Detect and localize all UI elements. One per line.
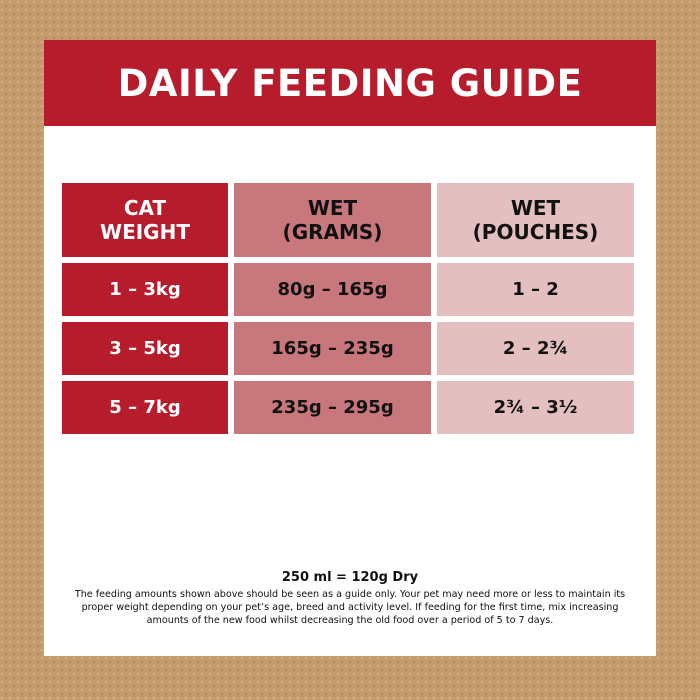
pouches-cell: 1 – 2: [437, 263, 634, 316]
table-row: 5 – 7kg 235g – 295g 2¾ – 3½: [62, 381, 634, 434]
grams-cell: 165g – 235g: [234, 322, 431, 375]
column-header-line: (GRAMS): [282, 220, 383, 244]
column-header-cat-weight: CAT WEIGHT: [62, 183, 228, 257]
column-header-line: (POUCHES): [472, 220, 599, 244]
column-header-line: WET: [307, 196, 358, 220]
weight-cell: 5 – 7kg: [62, 381, 228, 434]
weight-cell: 1 – 3kg: [62, 263, 228, 316]
table-header-row: CAT WEIGHT WET (GRAMS) WET (POUCHES): [62, 183, 634, 257]
column-header-wet-pouches: WET (POUCHES): [437, 183, 634, 257]
table-row: 1 – 3kg 80g – 165g 1 – 2: [62, 263, 634, 316]
feeding-disclaimer: The feeding amounts shown above should b…: [74, 589, 626, 626]
page-title: DAILY FEEDING GUIDE: [117, 61, 583, 105]
feeding-table: CAT WEIGHT WET (GRAMS) WET (POUCHES) 1 –…: [56, 177, 640, 440]
feeding-guide-card: DAILY FEEDING GUIDE CAT WEIGHT WET (GRAM…: [44, 40, 656, 656]
column-header-wet-grams: WET (GRAMS): [234, 183, 431, 257]
header-banner: DAILY FEEDING GUIDE: [44, 40, 656, 126]
table-row: 3 – 5kg 165g – 235g 2 – 2¾: [62, 322, 634, 375]
pouches-cell: 2 – 2¾: [437, 322, 634, 375]
pouches-cell: 2¾ – 3½: [437, 381, 634, 434]
weight-cell: 3 – 5kg: [62, 322, 228, 375]
grams-cell: 235g – 295g: [234, 381, 431, 434]
grams-cell: 80g – 165g: [234, 263, 431, 316]
column-header-line: WET: [510, 196, 561, 220]
column-header-line: CAT: [123, 196, 167, 220]
dry-conversion-text: 250 ml = 120g Dry: [281, 570, 419, 585]
column-header-line: WEIGHT: [100, 220, 190, 244]
